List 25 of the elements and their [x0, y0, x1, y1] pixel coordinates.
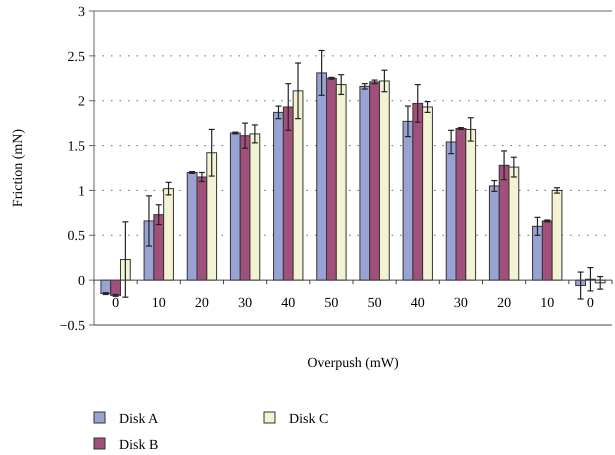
y-axis-title: Friction (mN)	[11, 128, 26, 208]
y-tick-label: 1.5	[68, 139, 85, 154]
legend-label: Disk A	[119, 412, 160, 427]
x-tick-label: 40	[281, 296, 296, 312]
x-tick-label: 30	[454, 296, 468, 312]
x-tick-label: 50	[324, 296, 338, 312]
y-tick-label: −0.5	[60, 318, 85, 334]
x-tick-label: 20	[194, 296, 209, 312]
y-tick-label: 2.5	[68, 50, 85, 65]
y-tick-label: 0.5	[68, 229, 85, 244]
x-tick-label: 10	[152, 296, 166, 312]
x-tick-label: 50	[368, 296, 382, 312]
x-tick-label: 20	[497, 296, 512, 312]
x-tick-label: 40	[410, 296, 425, 312]
legend-label: Disk C	[289, 412, 328, 427]
y-tick-label: 3	[78, 4, 85, 20]
y-tick-label: 1	[78, 184, 85, 200]
x-axis-title: Overpush (mW)	[307, 356, 400, 371]
y-tick-label: 2	[78, 94, 85, 110]
y-tick-label: 0	[78, 274, 85, 290]
x-tick-label: 0	[586, 296, 594, 312]
legend-label: Disk B	[119, 438, 158, 453]
x-tick-label: 30	[238, 296, 252, 312]
x-tick-label: 0	[112, 296, 120, 312]
x-tick-label: 10	[540, 296, 554, 312]
